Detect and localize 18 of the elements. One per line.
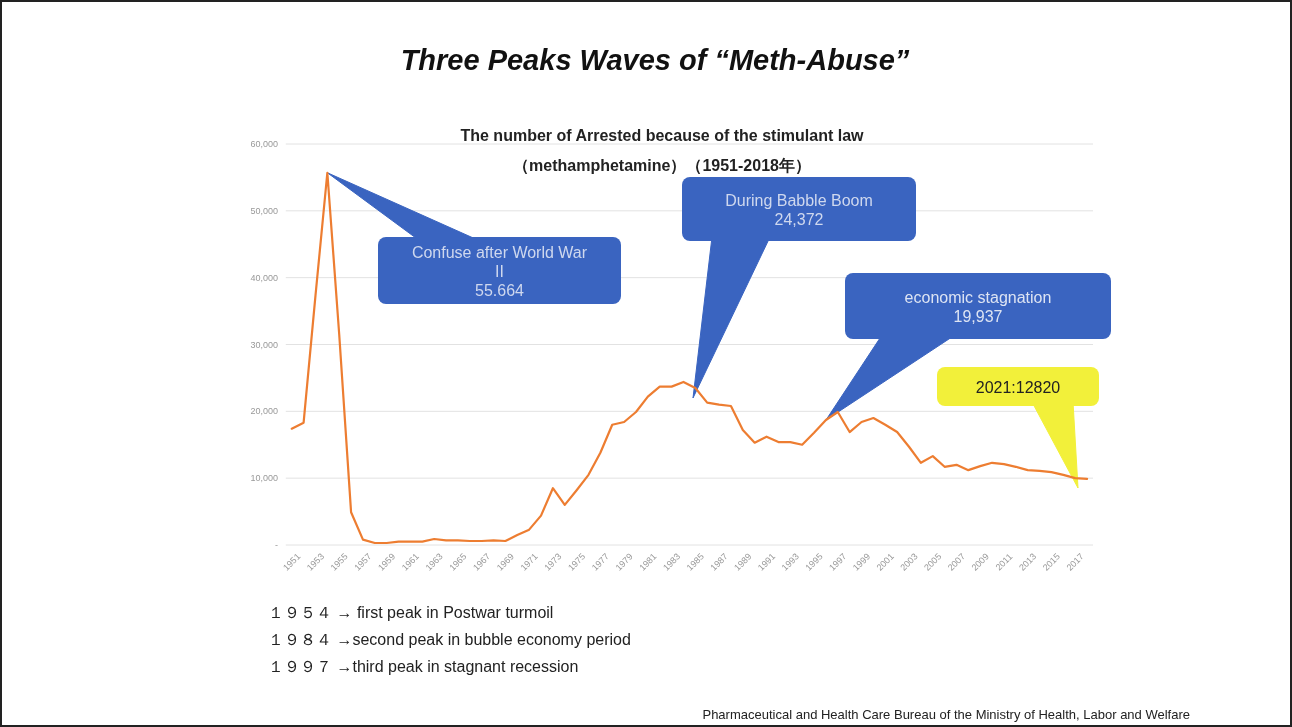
text: １９５４ → first peak in Postwar turmoil — [268, 604, 554, 621]
chart-title: Three Peaks Waves of “Meth-Abuse” — [400, 44, 910, 76]
y-tick-label: 20,000 — [250, 406, 278, 417]
y-tick-label: - — [275, 540, 278, 550]
y-tick-label: 30,000 — [250, 339, 278, 350]
annotation: During Babble Boom 24,372 — [725, 191, 873, 228]
text: １９８４ →second peak in bubble economy period — [268, 631, 631, 648]
y-tick-label: 60,000 — [250, 139, 278, 149]
annotation: economic stagnation 19,937 — [904, 288, 1052, 325]
annotation: 2021:12820 — [975, 378, 1061, 396]
callout: 2021:12820 — [937, 367, 1099, 489]
y-tick-label: 50,000 — [250, 205, 278, 216]
text: １９９７ →third peak in stagnant recession — [268, 658, 579, 675]
annotation: Confuse after World War II 55.664 — [411, 243, 588, 299]
text: Pharmaceutical and Health Care Bureau of the Ministry of Health, Labor and Welfare — [702, 707, 1190, 722]
y-tick-label: 10,000 — [250, 473, 278, 484]
y-tick-label: 40,000 — [250, 272, 278, 283]
chart-subtitle: The number of Arrested because of the stimulant law （methamphetamine）（1951-2018年） — [460, 127, 865, 175]
